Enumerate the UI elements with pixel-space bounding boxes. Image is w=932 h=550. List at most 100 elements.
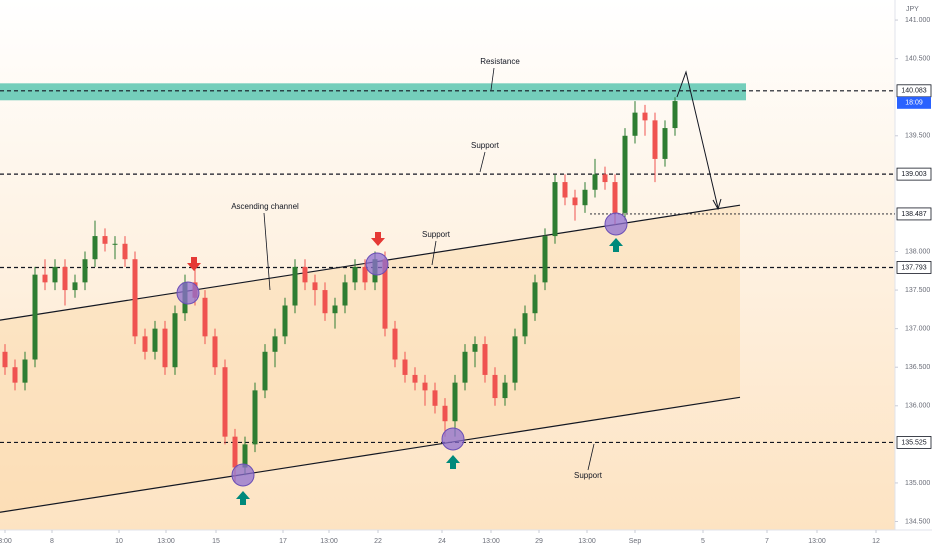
candle-body [52,266,58,283]
candle-body [402,359,408,375]
candle-body [542,236,548,283]
candle-body [142,336,148,352]
candle-body [482,344,488,375]
y-tick-label: 137.500 [905,287,930,294]
candle-body [422,382,428,391]
candle-body [622,135,628,213]
annotation: Support [574,471,603,480]
x-tick-label: 5 [701,538,705,545]
up-arrow [609,238,623,252]
candle-body [492,374,498,399]
price-level-label: 135.525 [901,439,926,446]
price-level-label: 138.487 [901,211,926,218]
candle-body [472,344,478,352]
candle-body [32,274,38,360]
candle-body [212,336,218,368]
x-tick-label: 8 [50,538,54,545]
candle-body [672,101,678,129]
x-tick-label: 13:00 [157,538,175,545]
countdown-box [897,96,931,109]
leader-line [479,151,486,173]
candle-body [252,390,258,445]
projection-arrowhead [712,198,722,211]
candle-body [382,259,388,329]
price-level-label: 139.003 [901,171,926,178]
price-level-label: 140.083 [901,88,926,95]
x-tick-label: 24 [438,538,446,545]
countdown: 18:09 [905,100,923,107]
leader-line [587,443,595,471]
annotation: Support [471,141,500,150]
y-tick-label: 139.500 [905,133,930,140]
touch-circle [441,427,465,451]
candle-body [172,313,178,368]
candle-body [592,174,598,190]
candle-body [662,128,668,159]
candle-body [132,259,138,337]
price-level-box [896,436,932,449]
leader-line [431,240,437,266]
candle-body [242,444,248,468]
x-tick-label: 22 [374,538,382,545]
x-tick-label: 15 [212,538,220,545]
candle-body [612,182,618,213]
price-level-box [896,167,932,181]
down-arrow [371,232,385,246]
projection-path [676,70,719,209]
y-tick-label: 136.500 [905,364,930,371]
candle-body [302,266,308,283]
x-tick-label: 3:00 [0,538,12,545]
resistance-zone [0,83,746,101]
candle-body [72,282,78,291]
candle-body [102,236,108,244]
candle-body [642,112,648,121]
candle-body [442,405,448,422]
candle-body [552,182,558,237]
candle-body [532,282,538,314]
x-tick-label: 7 [765,538,769,545]
candle-body [452,382,458,422]
candle-body [362,266,368,283]
candle-body [62,266,68,291]
touch-circle [604,212,628,236]
candle-body [12,367,18,383]
candle-body [122,243,128,260]
currency-label: JPY [906,6,919,13]
candle-body [582,189,588,206]
price-level-box [896,207,932,221]
candle-body [262,351,268,391]
candle-body [282,305,288,337]
candle-body [152,328,158,352]
touch-circle [231,463,255,487]
candle-body [322,290,328,314]
y-tick-label: 137.000 [905,325,930,332]
annotation: Support [422,230,451,239]
y-tick-label: 141.000 [905,17,930,24]
down-arrow [187,257,201,271]
price-level-label: 137.793 [901,264,926,271]
y-tick-label: 138.000 [905,248,930,255]
candle-body [512,336,518,383]
x-tick-label: 13:00 [482,538,500,545]
candle-body [602,174,608,183]
candle-body [572,197,578,206]
candle-body [522,313,528,337]
price-axis [895,0,932,550]
candle-body [562,182,568,198]
x-tick-label: 29 [535,538,543,545]
touch-circle [176,281,200,305]
x-tick-label: 13:00 [808,538,826,545]
x-tick-label: Sep [629,538,642,545]
x-tick-label: 13:00 [320,538,338,545]
x-tick-label: 12 [872,538,880,545]
up-arrow [446,455,460,469]
candle-body [82,259,88,283]
candle-body [292,266,298,306]
candle-body [342,282,348,306]
x-tick-label: 17 [279,538,287,545]
candle-body [162,328,168,368]
x-tick-label: 10 [115,538,123,545]
candle-body [332,305,338,314]
up-arrow [236,491,250,505]
